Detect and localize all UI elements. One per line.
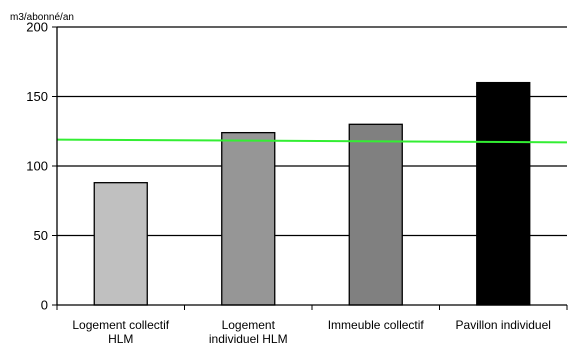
y-tick-labels: 0 50 100 150 200 [26, 20, 48, 313]
reference-line-layer [56, 138, 568, 144]
x-category-label: Logement collectif [72, 318, 169, 332]
bar-2 [348, 123, 403, 306]
x-category-label: HLM [108, 332, 133, 346]
x-category-label: Immeuble collectif [328, 318, 425, 332]
y-tick-label: 100 [26, 159, 48, 174]
x-category-label: Pavillon individuel [456, 318, 551, 332]
bar-3 [476, 81, 531, 306]
x-category-label: Logement [222, 318, 276, 332]
y-tick-label: 0 [41, 298, 48, 313]
bar-0 [93, 182, 148, 306]
y-axis-unit-label: m3/abonné/an [10, 12, 74, 23]
x-category-label: individuel HLM [209, 332, 288, 346]
axes [52, 26, 568, 310]
y-tick-label: 200 [26, 20, 48, 35]
y-tick-label: 50 [34, 228, 48, 243]
y-tick-label: 150 [26, 89, 48, 104]
bar-1 [221, 131, 276, 306]
reference-line [56, 138, 568, 144]
bars [93, 81, 531, 306]
